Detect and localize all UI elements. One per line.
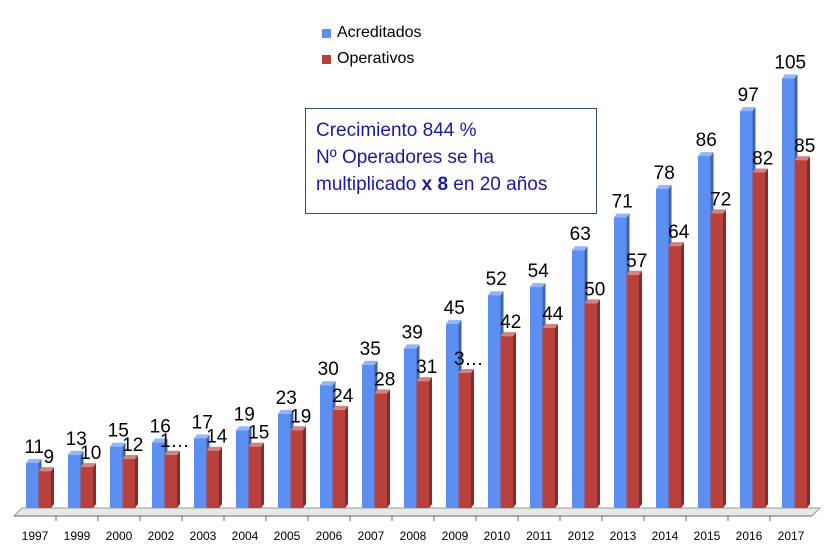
value-label-operativos-1997: 9 [43,447,54,468]
bar-operativos-2012 [584,299,600,508]
annotation-line-3: multiplicado x 8 en 20 años [316,171,586,198]
floor-plane [12,507,822,517]
value-label-operativos-2011: 44 [542,304,564,325]
x-tick-2003: 2003 [190,529,217,543]
value-label-acreditados-2003: 17 [192,412,213,433]
value-label-operativos-2007: 28 [374,369,395,390]
bar-operativos-2013 [626,270,642,508]
legend-swatch-operativos [322,54,331,64]
value-label-operativos-1999: 10 [80,443,101,464]
value-label-acreditados-2004: 19 [234,404,255,425]
value-label-acreditados-2015: 86 [696,130,717,151]
value-label-operativos-2012: 50 [584,279,605,300]
legend-label-acreditados: Acreditados [337,24,422,41]
annotation-line-2: Nº Operadores se ha [316,147,495,168]
bar-operativos-2009 [458,368,474,508]
value-label-operativos-2014: 64 [668,222,690,243]
value-label-acreditados-2016: 97 [738,85,759,106]
bar-operativos-1997 [38,467,54,508]
x-tick-1997: 1997 [22,529,49,543]
value-label-operativos-2000: 12 [122,435,143,456]
annotation-box: Crecimiento 844 % Nº Operadores se ha mu… [305,108,597,214]
x-tick-2010: 2010 [484,529,511,543]
legend-label-operativos: Operativos [337,50,415,67]
bar-operativos-2002 [164,450,180,508]
value-label-acreditados-2017: 105 [774,52,806,73]
x-tick-2008: 2008 [400,529,427,543]
value-label-operativos-2017: 85 [794,136,815,157]
value-label-acreditados-2014: 78 [654,163,675,184]
value-label-acreditados-2012: 63 [570,224,591,245]
value-label-acreditados-2010: 52 [486,269,507,290]
value-label-operativos-2009: 3… [454,349,484,370]
x-tick-2013: 2013 [610,529,637,543]
x-tick-2009: 2009 [442,529,469,543]
chart-floor [12,507,822,517]
legend-item-operativos: Operativos [322,46,422,72]
value-label-operativos-2013: 57 [626,251,647,272]
bar-operativos-2007 [374,389,390,508]
value-label-acreditados-2007: 35 [360,339,381,360]
value-label-operativos-2002: 1… [160,431,190,452]
value-label-acreditados-2005: 23 [276,388,297,409]
value-label-operativos-2008: 31 [416,357,437,378]
bar-operativos-1999 [80,463,96,508]
x-tick-2012: 2012 [568,529,595,543]
annotation-line-3-prefix: multiplicado [316,174,422,195]
x-tick-labels-group: 1997 1999 2000 2002 2003 2004 2005 2006 2007 2008… [22,516,805,543]
x-tick-2016: 2016 [736,529,763,543]
value-label-acreditados-1999: 13 [66,429,87,450]
bar-operativos-2000 [122,454,138,508]
value-label-operativos-2006: 24 [332,386,354,407]
annotation-line-3-bold: x 8 [421,174,449,195]
bar-operativos-2008 [416,377,432,508]
x-tick-2017: 2017 [778,529,805,543]
value-label-acreditados-2008: 39 [402,322,423,343]
bar-operativos-2006 [332,405,348,508]
legend-item-acreditados: Acreditados [322,20,422,46]
value-label-acreditados-2009: 45 [444,298,465,319]
bar-operativos-2010 [500,332,516,508]
bar-operativos-2014 [668,242,684,508]
bar-operativos-2003 [206,446,222,508]
value-label-operativos-2004: 15 [248,423,269,444]
value-label-operativos-2016: 82 [752,148,773,169]
bar-operativos-2015 [710,209,726,508]
bar-operativos-2016 [752,168,768,508]
value-label-acreditados-1997: 11 [24,437,44,458]
x-tick-2002: 2002 [148,529,175,543]
x-tick-2005: 2005 [274,529,301,543]
x-tick-2014: 2014 [652,529,679,543]
value-label-operativos-2005: 19 [290,406,311,427]
bar-operativos-2017 [794,156,810,508]
bar-operativos-2011 [542,323,558,508]
x-tick-2006: 2006 [316,529,343,543]
legend-swatch-acreditados [322,28,331,38]
x-tick-2011: 2011 [526,529,552,543]
annotation-line-1: Crecimiento 844 % [316,120,477,141]
x-tick-2000: 2000 [106,529,133,543]
annotation-line-3-suffix: en 20 años [448,174,548,195]
value-label-acreditados-2000: 15 [108,421,129,442]
bar-operativos-2004 [248,442,264,508]
bar-operativos-2005 [290,426,306,508]
value-label-operativos-2003: 14 [206,427,228,448]
value-label-operativos-2015: 72 [710,189,731,210]
x-tick-2015: 2015 [694,529,721,543]
legend: Acreditados Operativos [322,20,422,72]
value-label-acreditados-2002: 16 [150,417,171,438]
bars-group [26,74,810,509]
value-labels-group: 11 913101512161…1714191523193024352839314… [24,52,815,468]
x-tick-2004: 2004 [232,529,259,543]
x-tick-2007: 2007 [358,529,385,543]
value-label-acreditados-2013: 71 [612,191,633,212]
value-label-acreditados-2011: 54 [528,261,550,282]
x-tick-1999: 1999 [64,529,91,543]
value-label-operativos-2010: 42 [500,312,521,333]
value-label-acreditados-2006: 30 [318,359,339,380]
